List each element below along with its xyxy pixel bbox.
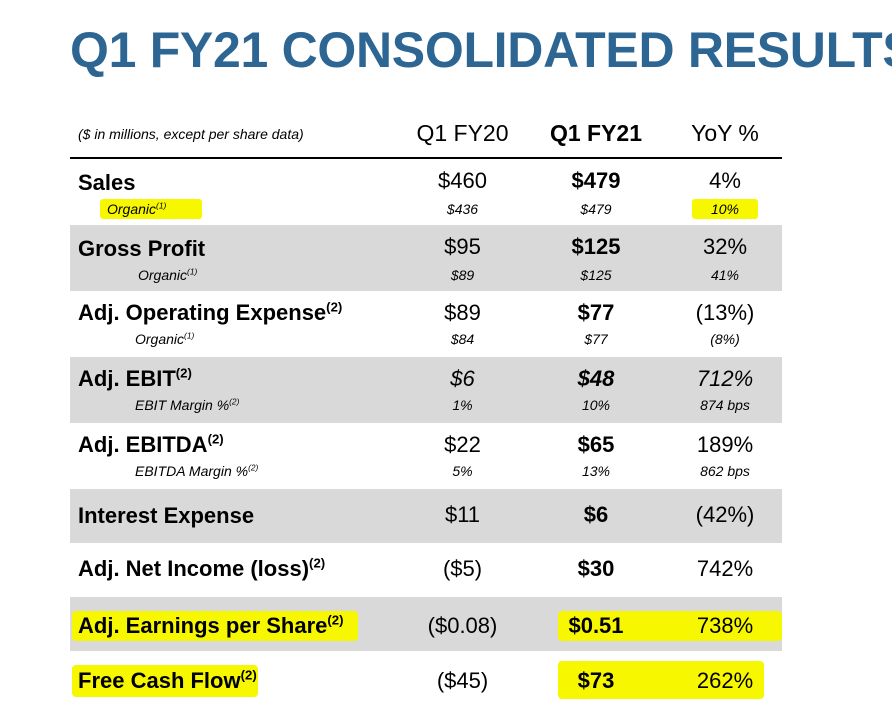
row-sublabel: EBITDA Margin %(2)	[135, 462, 259, 479]
highlight-mark	[72, 611, 358, 641]
row-ebitda: Adj. EBITDA(2) EBITDA Margin %(2) $22 $6…	[70, 423, 782, 489]
row-label: Gross Profit	[78, 236, 206, 261]
value-yoy: 189%	[696, 432, 754, 457]
subvalue-q1-fy20: $89	[450, 267, 475, 283]
value-q1-fy20: $95	[444, 234, 481, 259]
table-header: ($ in millions, except per share data) Q…	[70, 112, 782, 159]
subvalue-yoy: 874 bps	[700, 397, 750, 413]
subvalue-q1-fy21: $77	[584, 331, 608, 347]
value-q1-fy21: $0.51	[568, 613, 624, 638]
value-yoy: (13%)	[695, 300, 755, 325]
value-yoy: (42%)	[695, 502, 755, 527]
subvalue-q1-fy20: 5%	[452, 463, 473, 479]
row-interest-expense: Interest Expense $11 $6 (42%)	[70, 489, 782, 543]
subvalue-q1-fy20: 1%	[452, 397, 473, 413]
subvalue-yoy: 10%	[710, 201, 740, 217]
value-yoy: 712%	[696, 366, 754, 391]
subvalue-yoy: 41%	[710, 267, 740, 283]
value-yoy: 4%	[709, 168, 741, 193]
highlight-mark	[72, 665, 258, 697]
row-eps: Adj. Earnings per Share(2) ($0.08) $0.51…	[70, 597, 782, 651]
subvalue-q1-fy20: $84	[450, 331, 475, 347]
value-q1-fy21: $77	[577, 300, 615, 325]
row-sales: Sales Organic(1) $460 $479 4% $436 $479 …	[70, 159, 782, 225]
value-q1-fy21: $479	[571, 168, 621, 193]
subvalue-q1-fy21: 13%	[581, 463, 611, 479]
value-q1-fy21: $48	[577, 366, 615, 391]
value-q1-fy20: $22	[444, 432, 481, 457]
row-label: Adj. Earnings per Share(2)	[78, 612, 344, 638]
col-header-q1-fy21: Q1 FY21	[549, 120, 643, 146]
row-sublabel: Organic(1)	[138, 266, 198, 283]
subvalue-yoy: 862 bps	[700, 463, 750, 479]
subvalue-q1-fy21: $125	[580, 267, 612, 283]
highlight-mark	[558, 661, 764, 699]
row-sublabel: Organic(1)	[107, 200, 167, 217]
subvalue-q1-fy21: $479	[580, 201, 612, 217]
value-yoy: 738%	[696, 613, 754, 638]
value-q1-fy20: $89	[444, 300, 481, 325]
value-q1-fy20: ($0.08)	[427, 613, 498, 638]
highlight-mark	[100, 199, 202, 219]
value-q1-fy20: $6	[450, 366, 475, 391]
value-yoy: 32%	[702, 234, 748, 259]
row-sublabel: Organic(1)	[135, 330, 195, 347]
value-q1-fy21: $30	[577, 556, 615, 581]
row-label: Adj. Operating Expense(2)	[78, 299, 343, 325]
results-table: ($ in millions, except per share data) Q…	[70, 112, 782, 705]
row-operating-expense: Adj. Operating Expense(2) Organic(1) $89…	[70, 291, 782, 357]
row-net-income: Adj. Net Income (loss)(2) ($5) $30 742%	[70, 543, 782, 597]
value-q1-fy21: $65	[577, 432, 615, 457]
row-label: Adj. EBIT(2)	[78, 365, 192, 391]
row-free-cash-flow: Free Cash Flow(2) ($45) $73 262%	[70, 651, 782, 705]
value-q1-fy21: $73	[577, 668, 615, 693]
page-title: Q1 FY21 CONSOLIDATED RESULTS	[70, 22, 892, 78]
value-yoy: 262%	[696, 668, 754, 693]
row-label: Adj. Net Income (loss)(2)	[78, 555, 326, 581]
row-gross-profit: Gross Profit Organic(1) $95 $125 32% $89…	[70, 225, 782, 291]
highlight-mark	[692, 199, 758, 219]
row-label: Free Cash Flow(2)	[78, 667, 257, 693]
units-note: ($ in millions, except per share data)	[78, 126, 304, 142]
row-sublabel: EBIT Margin %(2)	[135, 396, 240, 413]
value-yoy: 742%	[696, 556, 754, 581]
row-label: Adj. EBITDA(2)	[78, 431, 224, 457]
value-q1-fy21: $6	[583, 502, 609, 527]
col-header-yoy: YoY %	[691, 120, 759, 146]
subvalue-yoy: (8%)	[710, 331, 740, 347]
row-label: Sales	[78, 170, 136, 195]
row-label: Interest Expense	[78, 503, 255, 528]
value-q1-fy21: $125	[571, 234, 621, 259]
col-header-q1-fy20: Q1 FY20	[416, 120, 509, 146]
value-q1-fy20: $460	[438, 168, 487, 193]
value-q1-fy20: ($5)	[442, 556, 483, 581]
highlight-mark	[558, 611, 782, 641]
value-q1-fy20: ($45)	[436, 668, 489, 693]
value-q1-fy20: $11	[444, 502, 481, 527]
subvalue-q1-fy21: 10%	[581, 397, 611, 413]
subvalue-q1-fy20: $436	[446, 201, 479, 217]
row-ebit: Adj. EBIT(2) EBIT Margin %(2) $6 $48 712…	[70, 357, 782, 423]
